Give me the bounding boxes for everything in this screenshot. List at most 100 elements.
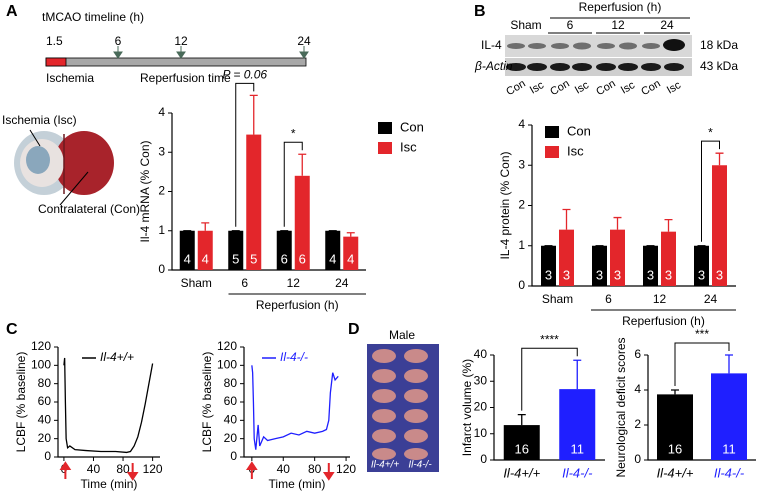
n-label: 4 xyxy=(202,251,209,266)
error-bar xyxy=(562,208,571,230)
y-tick-label: 6 xyxy=(634,347,641,361)
bar xyxy=(179,230,195,270)
n-label: 16 xyxy=(515,441,529,456)
event-arrow xyxy=(59,461,72,479)
n-label: 3 xyxy=(665,267,672,282)
slices-title: Male xyxy=(389,328,415,342)
y-tick-label: 40 xyxy=(38,413,52,427)
y-tick-label: 4 xyxy=(634,382,641,396)
annotation: **** xyxy=(540,332,559,346)
bar xyxy=(712,165,727,286)
x-tick-label: Il-4+/+ xyxy=(657,465,694,480)
x-tick-label: 6 xyxy=(241,276,248,290)
n-label: 3 xyxy=(698,267,705,282)
x-axis-label: Time (min) xyxy=(81,477,138,491)
y-tick-label: 10 xyxy=(474,426,488,440)
y-tick-label: 20 xyxy=(38,431,52,445)
y-axis-label: IL-4 protein (% Con) xyxy=(498,151,512,259)
bar xyxy=(228,230,244,270)
error-bar xyxy=(671,389,679,395)
bar xyxy=(559,229,574,286)
blot-row: β-Actin xyxy=(474,59,513,73)
annotation: * xyxy=(708,125,713,139)
x-tick-label: 120 xyxy=(336,462,356,476)
slices-image xyxy=(367,344,439,472)
significance-bracket xyxy=(283,141,303,227)
significance-bracket xyxy=(674,342,730,386)
n-label: 11 xyxy=(722,441,736,456)
y-tick-label: 1 xyxy=(158,223,165,237)
x-tick-label: Sham xyxy=(542,292,573,306)
y-tick-label: 0 xyxy=(158,262,165,276)
y-tick-label: 120 xyxy=(217,339,237,353)
x-tick-label: Il-4-/- xyxy=(562,465,593,480)
slices-label: Il-4+/+ xyxy=(371,460,400,471)
lane-label: Isc xyxy=(665,79,684,97)
ischemia-label: Ischemia xyxy=(46,71,94,85)
n-label: 3 xyxy=(647,267,654,282)
ischemia-segment xyxy=(45,57,67,67)
y-axis-label: LCBF (% baseline) xyxy=(200,352,214,453)
event-arrow xyxy=(245,461,258,479)
lane-label: Con xyxy=(504,78,527,98)
y-axis-label: LCBF (% baseline) xyxy=(14,352,28,453)
y-tick-label: 0 xyxy=(634,452,641,466)
x-tick-label: Il-4+/+ xyxy=(503,465,540,480)
x-tick-label: 80 xyxy=(116,462,130,476)
bar xyxy=(276,230,292,270)
y-tick-label: 2 xyxy=(518,198,525,212)
y-tick-label: 30 xyxy=(474,373,488,387)
bar xyxy=(197,230,213,270)
brain-image xyxy=(14,129,114,206)
n-label: 3 xyxy=(614,267,621,282)
bar xyxy=(541,245,556,286)
x-tick-label: 40 xyxy=(87,462,101,476)
x-axis-label: Reperfusion (h) xyxy=(256,298,339,312)
bar xyxy=(325,230,341,270)
x-axis-label: Reperfusion (h) xyxy=(622,314,705,328)
n-label: 3 xyxy=(716,267,723,282)
con-label: Contralateral (Con) xyxy=(38,202,140,216)
blot-group: 24 xyxy=(660,18,674,32)
y-tick-label: 0 xyxy=(230,449,237,463)
n-label: 5 xyxy=(232,251,239,266)
blot-group: Sham xyxy=(510,18,541,32)
significance-bracket xyxy=(235,82,255,227)
legend-swatch xyxy=(545,126,559,138)
blot-size: 43 kDa xyxy=(700,59,738,73)
x-tick-label: Il-4-/- xyxy=(714,465,745,480)
legend-swatch xyxy=(378,142,392,154)
x-tick-label: 12 xyxy=(653,292,667,306)
y-tick-label: 0 xyxy=(44,449,51,463)
bar xyxy=(559,389,596,460)
timeline-tick: 12 xyxy=(174,34,188,48)
blot-image xyxy=(505,17,692,76)
timeline-tick: 6 xyxy=(115,34,122,48)
n-label: 3 xyxy=(563,267,570,282)
bar xyxy=(610,229,625,286)
n-label: 4 xyxy=(329,251,336,266)
n-label: 11 xyxy=(571,441,585,456)
panel-label: A xyxy=(6,3,18,20)
n-label: 6 xyxy=(299,251,306,266)
legend-swatch xyxy=(378,122,392,134)
timeline-bar xyxy=(45,57,307,67)
y-axis-label: Il-4 mRNA (% Con) xyxy=(138,140,152,242)
error-bar xyxy=(249,94,258,135)
lane-label: Con xyxy=(639,78,662,98)
legend-label: Isc xyxy=(567,143,584,158)
timeline-tick: 1.5 xyxy=(46,34,63,48)
n-label: 3 xyxy=(545,267,552,282)
y-tick-label: 3 xyxy=(518,157,525,171)
y-tick-label: 40 xyxy=(224,413,238,427)
legend-label: Con xyxy=(567,123,591,138)
trace xyxy=(63,357,154,454)
y-tick-label: 120 xyxy=(31,339,51,353)
significance-bracket xyxy=(521,347,578,411)
n-label: 4 xyxy=(184,251,191,266)
y-tick-label: 4 xyxy=(518,117,525,131)
annotation: P = 0.06 xyxy=(222,68,267,82)
legend-label: Con xyxy=(400,119,424,134)
n-label: 5 xyxy=(250,251,257,266)
timeline-arrows xyxy=(113,46,309,59)
